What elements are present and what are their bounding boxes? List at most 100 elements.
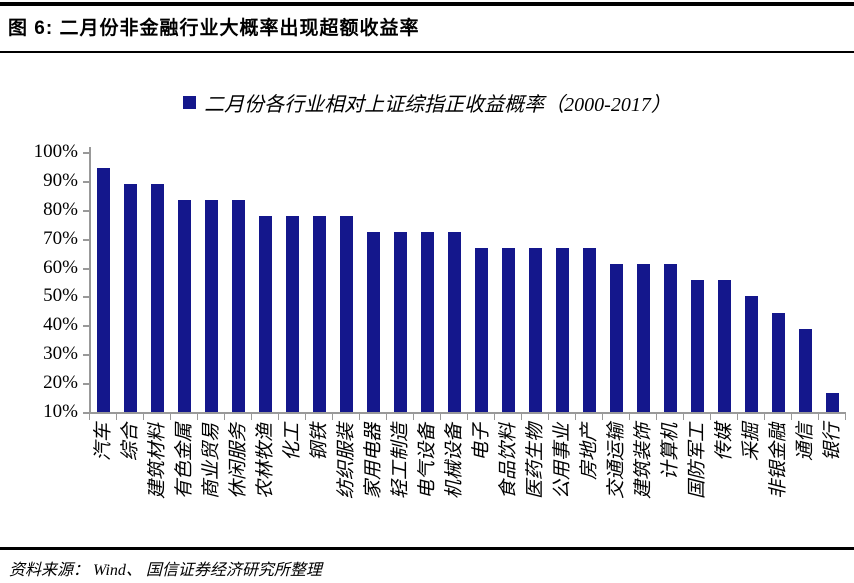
x-tick-mark	[549, 414, 576, 420]
bar-slot	[441, 152, 468, 412]
plot-area	[90, 152, 846, 412]
bar-slot	[711, 152, 738, 412]
bar-传媒	[718, 280, 731, 412]
x-tick-label-国防军工: 国防军工	[687, 423, 708, 500]
top-border-rule	[0, 2, 854, 6]
bar-有色金属	[178, 200, 191, 412]
y-axis-line	[89, 147, 91, 414]
y-tick-label: 20%	[43, 372, 78, 394]
bar-休闲服务	[232, 200, 245, 412]
bar-slot	[468, 152, 495, 412]
bar-slot	[630, 152, 657, 412]
bar-建筑装饰	[637, 264, 650, 412]
y-tick-label: 40%	[43, 314, 78, 336]
x-tick-mark	[495, 414, 522, 420]
x-tick-label-建筑材料: 建筑材料	[147, 423, 168, 500]
figure-title: 图 6: 二月份非金融行业大概率出现超额收益率	[8, 18, 420, 39]
x-tick-label-计算机: 计算机	[660, 423, 681, 481]
bar-通信	[799, 328, 812, 412]
x-tick-mark	[360, 414, 387, 420]
bar-slot	[603, 152, 630, 412]
x-tick-label-休闲服务: 休闲服务	[228, 423, 249, 500]
x-tick-mark	[576, 414, 603, 420]
x-tick-mark	[765, 414, 792, 420]
x-tick-label-建筑装饰: 建筑装饰	[633, 423, 654, 500]
bar-slot	[819, 152, 846, 412]
x-axis-baseline	[89, 412, 846, 414]
bar-房地产	[583, 248, 596, 412]
x-tick-label-有色金属: 有色金属	[174, 423, 195, 500]
x-tick-label-家用电器: 家用电器	[363, 423, 384, 500]
y-tick-label: 80%	[43, 198, 78, 220]
x-tick-mark	[441, 414, 468, 420]
bottom-border-rule	[0, 547, 854, 550]
x-tick-label-银行: 银行	[822, 423, 843, 462]
x-tick-label-机械设备: 机械设备	[444, 423, 465, 500]
legend-label: 二月份各行业相对上证综指正收益概率（2000-2017）	[204, 94, 671, 116]
x-tick-label-综合: 综合	[120, 423, 141, 462]
x-tick-mark	[279, 414, 306, 420]
y-tick-label: 50%	[43, 285, 78, 307]
y-tick-mark	[83, 325, 90, 328]
bar-轻工制造	[394, 232, 407, 412]
bar-电子	[475, 248, 488, 412]
bar-机械设备	[448, 232, 461, 412]
bar-slot	[684, 152, 711, 412]
x-tick-label-采掘: 采掘	[741, 423, 762, 462]
x-tick-mark	[387, 414, 414, 420]
bar-slot	[252, 152, 279, 412]
y-tick-mark	[83, 180, 90, 183]
x-tick-mark	[603, 414, 630, 420]
bar-slot	[171, 152, 198, 412]
x-tick-mark	[171, 414, 198, 420]
x-tick-label-食品饮料: 食品饮料	[498, 423, 519, 500]
y-tick-mark	[83, 412, 90, 414]
y-tick-mark	[83, 209, 90, 212]
x-tick-mark	[792, 414, 819, 420]
bar-slot	[117, 152, 144, 412]
x-tick-mark	[90, 414, 117, 420]
x-tick-label-通信: 通信	[795, 423, 816, 462]
x-tick-label-公用事业: 公用事业	[552, 423, 573, 500]
x-axis-ticks	[89, 414, 846, 420]
bar-交通运输	[610, 264, 623, 412]
bar-建筑材料	[151, 184, 164, 412]
bar-公用事业	[556, 248, 569, 412]
bar-化工	[286, 216, 299, 412]
x-tick-mark	[738, 414, 765, 420]
source-note: 资料来源： Wind、 国信证券经济研究所整理	[9, 562, 322, 579]
bar-食品饮料	[502, 248, 515, 412]
x-tick-label-钢铁: 钢铁	[309, 423, 330, 462]
bar-slot	[765, 152, 792, 412]
bar-slot	[522, 152, 549, 412]
y-tick-label: 60%	[43, 256, 78, 278]
y-tick-label: 90%	[43, 169, 78, 191]
y-tick-label: 30%	[43, 343, 78, 365]
x-tick-mark	[819, 414, 846, 420]
x-tick-mark	[711, 414, 738, 420]
bar-国防军工	[691, 280, 704, 412]
bar-slot	[360, 152, 387, 412]
bar-家用电器	[367, 232, 380, 412]
y-tick-mark	[83, 354, 90, 357]
bar-slot	[198, 152, 225, 412]
bar-商业贸易	[205, 200, 218, 412]
bar-纺织服装	[340, 216, 353, 412]
x-tick-mark	[252, 414, 279, 420]
y-tick-label: 10%	[43, 401, 78, 422]
x-tick-mark	[117, 414, 144, 420]
bar-计算机	[664, 264, 677, 412]
bar-slot	[225, 152, 252, 412]
x-tick-label-医药生物: 医药生物	[525, 423, 546, 500]
x-tick-label-电气设备: 电气设备	[417, 423, 438, 500]
bar-综合	[124, 184, 137, 412]
x-tick-label-汽车: 汽车	[93, 423, 114, 462]
x-axis-labels: 汽车 综合 建筑材料 有色金属 商业贸易 休闲服务 农林牧渔 化工 钢铁 纺织服装 家用电器 轻工制造…	[90, 423, 846, 548]
x-tick-mark	[333, 414, 360, 420]
bar-钢铁	[313, 216, 326, 412]
x-tick-mark	[306, 414, 333, 420]
y-tick-mark	[83, 152, 90, 154]
x-tick-mark	[522, 414, 549, 420]
x-tick-mark	[657, 414, 684, 420]
